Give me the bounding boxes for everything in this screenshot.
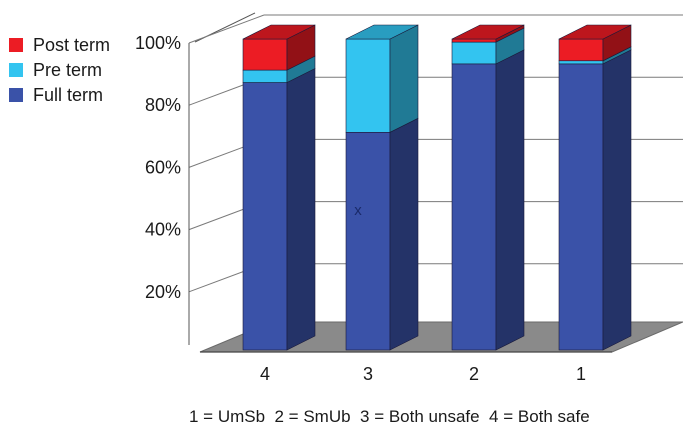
y-tick-label: 20% [145, 282, 181, 302]
bar-front-2-pre-term [451, 41, 497, 65]
legend-label-pre-term: Pre term [33, 60, 102, 80]
bar-front-3-pre-term [345, 38, 391, 133]
y-tick-label: 100% [135, 33, 181, 53]
bars [242, 24, 632, 351]
bar-top-2 [451, 24, 525, 40]
annotation-x: x [354, 202, 362, 219]
legend-swatch-full-term [9, 88, 23, 102]
bar-side-3-pre-term [389, 24, 419, 133]
x-tick-label-2: 2 [469, 364, 479, 384]
legend-label-post-term: Post term [33, 35, 110, 55]
x-tick-label-1: 1 [576, 364, 586, 384]
bar-side-2-full-term [495, 49, 525, 351]
bar-front-1-pre-term [558, 60, 604, 65]
bar-side-1-full-term [602, 49, 632, 351]
y-tick-label: 80% [145, 95, 181, 115]
bar-front-4-post-term [242, 38, 288, 71]
x-tick-label-3: 3 [363, 364, 373, 384]
bar-side-4-full-term [286, 68, 316, 351]
bar-front-4-pre-term [242, 69, 288, 83]
x-tick-label-4: 4 [260, 364, 270, 384]
bar-front-2-post-term [451, 38, 497, 43]
bar-top-1 [558, 24, 632, 40]
bar-front-4-full-term [242, 82, 288, 351]
y-tick-label: 40% [145, 220, 181, 240]
bar-front-3-full-term [345, 132, 391, 351]
y-tick-label: 60% [145, 157, 181, 177]
bar-front-2-full-term [451, 63, 497, 351]
gridline-diagonal [188, 14, 265, 44]
bar-front-1-post-term [558, 38, 604, 62]
bar-front-1-full-term [558, 63, 604, 351]
bar-top-4 [242, 24, 316, 40]
legend-label-full-term: Full term [33, 85, 103, 105]
x-axis-labels: 4 3 2 1 [260, 364, 586, 384]
y-axis: 20% 40% 60% 80% 100% [135, 33, 190, 345]
legend-swatch-post-term [9, 38, 23, 52]
category-footnote: 1 = UmSb 2 = SmUb 3 = Both unsafe 4 = Bo… [189, 407, 590, 426]
bar-side-3-full-term [389, 117, 419, 351]
legend: Post term Pre term Full term [9, 35, 110, 105]
annotations: x [354, 202, 362, 219]
legend-swatch-pre-term [9, 63, 23, 77]
bar-top-3 [345, 24, 419, 40]
